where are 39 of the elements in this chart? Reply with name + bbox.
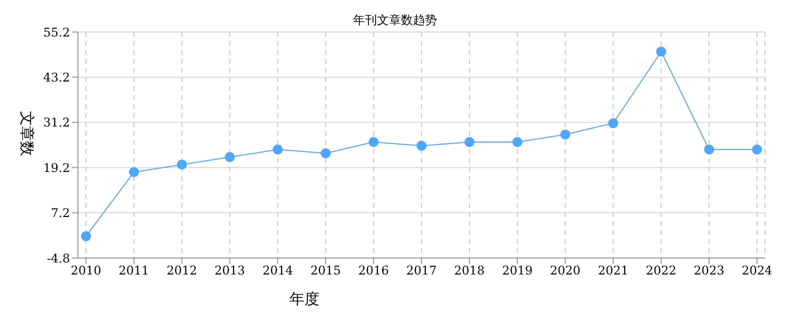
x-tick-label: 2018 [454, 264, 485, 278]
point [512, 136, 522, 147]
point [176, 160, 187, 170]
y-tick-label: 43.2 [43, 70, 70, 84]
x-tick-label: 2013 [214, 264, 246, 278]
point [560, 129, 570, 140]
x-tick-label: 2020 [550, 264, 581, 278]
point [752, 144, 762, 155]
point [81, 231, 91, 242]
y-tick-label: 19.2 [43, 160, 70, 175]
x-tick-label: 2024 [742, 264, 773, 278]
x-tick-label: 2022 [646, 264, 676, 278]
point [320, 148, 331, 158]
point [368, 136, 379, 147]
x-tick-label: 2012 [166, 264, 198, 278]
y-tick-label: 55.2 [43, 25, 70, 40]
x-tick-label: 2010 [70, 264, 102, 278]
y-tick-label: -4.8 [46, 251, 70, 266]
point [272, 144, 283, 155]
y-tick-label: 31.2 [43, 116, 70, 130]
x-tick-label: 2019 [502, 264, 533, 278]
x-tick-label: 2011 [118, 264, 150, 278]
x-tick-label: 2016 [358, 264, 389, 278]
point [416, 140, 426, 151]
y-tick-label: 7.2 [50, 206, 70, 220]
x-axis-title: 年度 [290, 290, 320, 308]
x-tick-label: 2023 [694, 264, 724, 278]
x-tick-label: 2021 [598, 264, 628, 278]
point [224, 152, 235, 162]
point [464, 136, 474, 147]
x-tick-label: 2014 [262, 264, 294, 278]
point [608, 118, 618, 128]
chart-title: 年刊文章数趋势 [352, 12, 438, 27]
point [656, 46, 666, 57]
x-tick-label: 2015 [310, 264, 341, 278]
point [128, 167, 139, 178]
y-axis-title: 文章数 [18, 111, 36, 156]
point [704, 144, 714, 155]
x-tick-label: 2017 [406, 264, 437, 278]
